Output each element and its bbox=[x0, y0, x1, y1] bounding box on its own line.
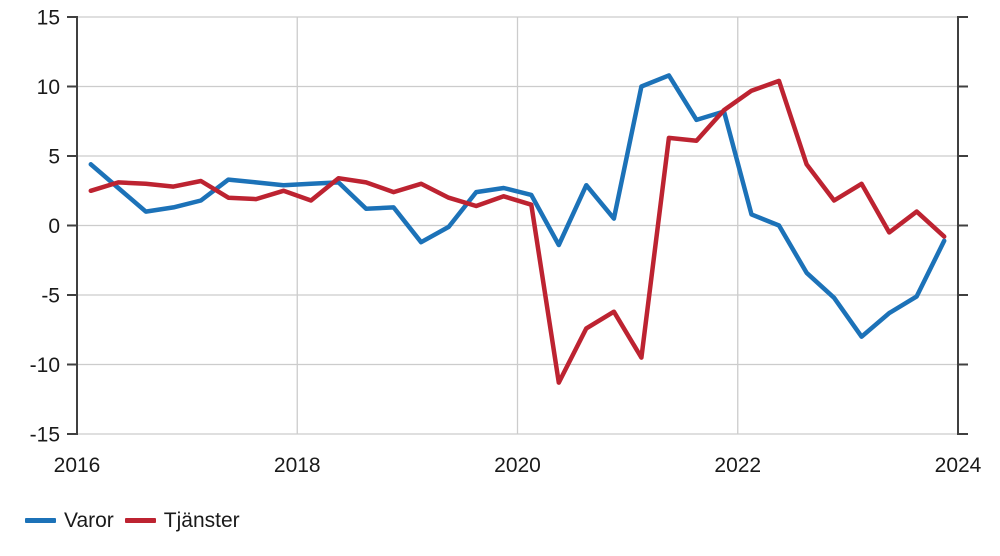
series-line-varor bbox=[88, 73, 947, 339]
legend-label-varor: Varor bbox=[64, 508, 114, 532]
x-tick-label: 2020 bbox=[494, 454, 541, 477]
series-line-tjanster bbox=[88, 78, 947, 385]
y-tick-label: 5 bbox=[48, 146, 60, 169]
legend-label-tjanster: Tjänster bbox=[163, 508, 240, 532]
y-tick-label: 0 bbox=[48, 215, 60, 238]
tjanster-line-swatch bbox=[124, 517, 156, 523]
varor-line-swatch bbox=[25, 517, 56, 523]
x-tick-label: 2016 bbox=[54, 454, 101, 477]
y-tick-label: -15 bbox=[30, 424, 60, 447]
legend-item-tjanster: Tjänster bbox=[124, 508, 240, 532]
y-tick-label: 10 bbox=[37, 76, 60, 99]
legend: Varor Tjänster bbox=[25, 506, 251, 534]
legend-item-varor: Varor bbox=[25, 510, 114, 531]
x-tick-label: 2018 bbox=[274, 454, 321, 477]
x-tick-label: 2024 bbox=[935, 454, 982, 477]
y-tick-label: -10 bbox=[30, 354, 60, 377]
x-tick-label: 2022 bbox=[714, 454, 761, 477]
y-tick-label: -5 bbox=[41, 285, 60, 308]
y-tick-label: 15 bbox=[37, 7, 60, 30]
